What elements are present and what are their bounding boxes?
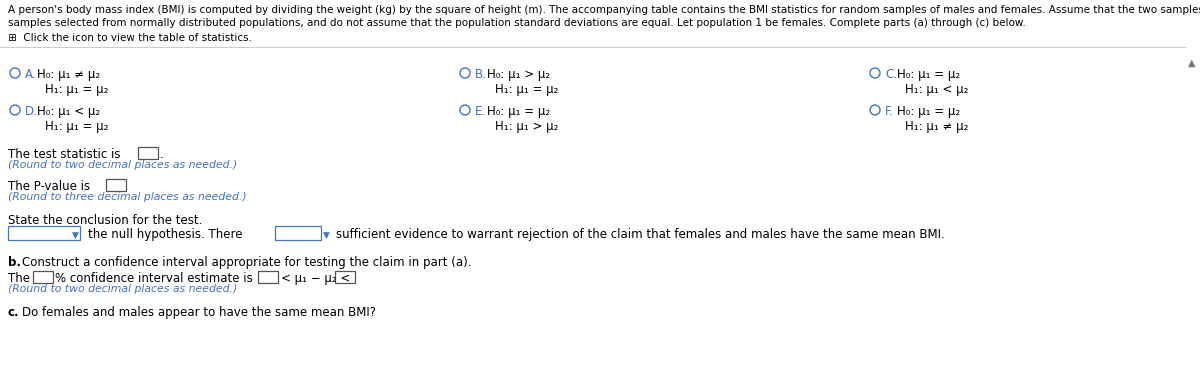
Text: The P-value is: The P-value is — [8, 180, 90, 193]
Text: The: The — [8, 272, 30, 285]
Text: The test statistic is: The test statistic is — [8, 148, 120, 161]
Text: ▲: ▲ — [1188, 58, 1195, 68]
Text: sufficient evidence to warrant rejection of the claim that females and males hav: sufficient evidence to warrant rejection… — [336, 228, 944, 241]
Text: H₀: μ₁ = μ₂: H₀: μ₁ = μ₂ — [898, 105, 960, 118]
Text: H₀: μ₁ = μ₂: H₀: μ₁ = μ₂ — [898, 68, 960, 81]
FancyBboxPatch shape — [8, 226, 80, 240]
Text: H₁: μ₁ < μ₂: H₁: μ₁ < μ₂ — [905, 83, 968, 96]
Text: H₀: μ₁ > μ₂: H₀: μ₁ > μ₂ — [487, 68, 550, 81]
FancyBboxPatch shape — [275, 226, 322, 240]
Text: ▼: ▼ — [72, 231, 79, 240]
Text: H₁: μ₁ ≠ μ₂: H₁: μ₁ ≠ μ₂ — [905, 120, 968, 133]
Text: State the conclusion for the test.: State the conclusion for the test. — [8, 214, 203, 227]
Text: D.: D. — [25, 105, 38, 118]
Text: H₀: μ₁ ≠ μ₂: H₀: μ₁ ≠ μ₂ — [37, 68, 100, 81]
FancyBboxPatch shape — [258, 271, 278, 283]
Text: (Round to two decimal places as needed.): (Round to two decimal places as needed.) — [8, 284, 238, 294]
FancyBboxPatch shape — [138, 147, 158, 159]
Text: H₁: μ₁ = μ₂: H₁: μ₁ = μ₂ — [46, 83, 108, 96]
Text: % confidence interval estimate is: % confidence interval estimate is — [55, 272, 253, 285]
Text: samples selected from normally distributed populations, and do not assume that t: samples selected from normally distribut… — [8, 18, 1026, 28]
Text: c.: c. — [8, 306, 19, 319]
Text: B.: B. — [475, 68, 487, 81]
Text: Construct a confidence interval appropriate for testing the claim in part (a).: Construct a confidence interval appropri… — [22, 256, 472, 269]
Text: ⊞  Click the icon to view the table of statistics.: ⊞ Click the icon to view the table of st… — [8, 33, 252, 43]
Text: (Round to three decimal places as needed.): (Round to three decimal places as needed… — [8, 192, 247, 202]
FancyBboxPatch shape — [335, 271, 355, 283]
Text: F.: F. — [886, 105, 894, 118]
Text: E.: E. — [475, 105, 486, 118]
Text: < μ₁ − μ₂ <: < μ₁ − μ₂ < — [281, 272, 350, 285]
Text: ▼: ▼ — [323, 231, 330, 240]
Text: H₁: μ₁ > μ₂: H₁: μ₁ > μ₂ — [496, 120, 558, 133]
Text: A person's body mass index (BMI) is computed by dividing the weight (kg) by the : A person's body mass index (BMI) is comp… — [8, 5, 1200, 15]
Text: A.: A. — [25, 68, 36, 81]
Text: H₁: μ₁ = μ₂: H₁: μ₁ = μ₂ — [496, 83, 558, 96]
Text: the null hypothesis. There: the null hypothesis. There — [88, 228, 242, 241]
Text: C.: C. — [886, 68, 898, 81]
Text: .: . — [160, 148, 163, 161]
Text: H₀: μ₁ < μ₂: H₀: μ₁ < μ₂ — [37, 105, 100, 118]
Text: H₁: μ₁ = μ₂: H₁: μ₁ = μ₂ — [46, 120, 108, 133]
Text: H₀: μ₁ = μ₂: H₀: μ₁ = μ₂ — [487, 105, 550, 118]
Text: (Round to two decimal places as needed.): (Round to two decimal places as needed.) — [8, 160, 238, 170]
Text: Do females and males appear to have the same mean BMI?: Do females and males appear to have the … — [22, 306, 376, 319]
FancyBboxPatch shape — [34, 271, 53, 283]
Text: b.: b. — [8, 256, 22, 269]
FancyBboxPatch shape — [106, 179, 126, 191]
